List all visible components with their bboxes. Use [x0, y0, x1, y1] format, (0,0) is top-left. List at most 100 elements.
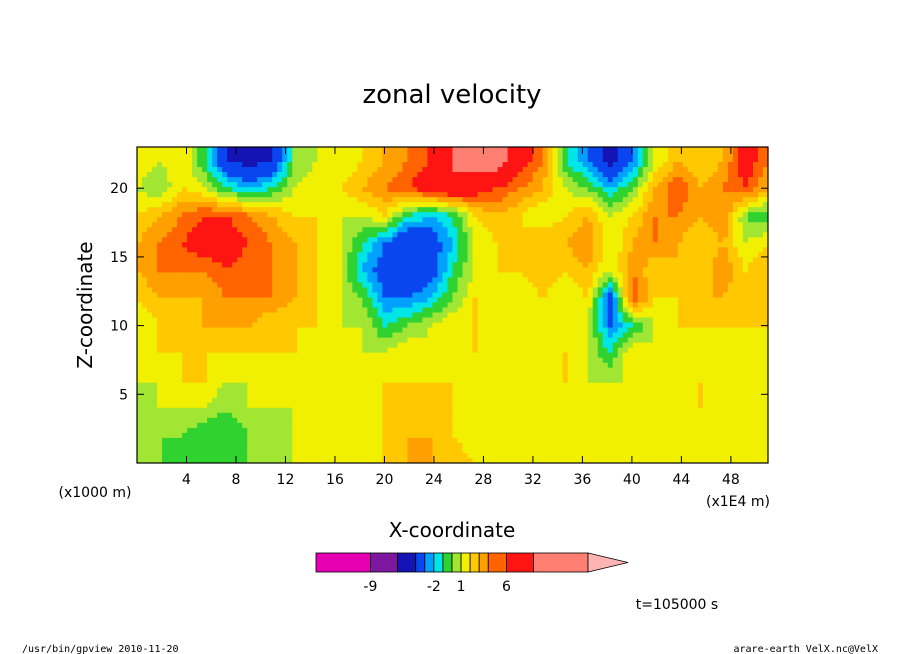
field-cell: [152, 172, 158, 178]
field-cell: [487, 192, 494, 198]
field-cell: [137, 267, 143, 273]
field-cell: [562, 282, 569, 289]
field-cell: [212, 157, 218, 163]
field-cell: [527, 327, 534, 334]
field-cell: [657, 182, 664, 188]
field-cell: [712, 177, 719, 183]
field-cell: [557, 332, 564, 339]
field-cell: [387, 317, 394, 324]
field-cell: [462, 187, 469, 193]
field-cell: [242, 192, 248, 198]
field-cell: [492, 337, 499, 344]
field-cell: [562, 152, 569, 158]
field-cell: [252, 157, 258, 163]
field-cell: [752, 297, 759, 304]
field-cell: [472, 317, 479, 324]
field-cell: [577, 152, 584, 158]
field-cell: [572, 207, 579, 213]
field-cell: [202, 282, 208, 289]
field-cell: [647, 237, 654, 243]
field-cell: [562, 212, 569, 218]
field-cell: [677, 267, 684, 273]
field-cell: [392, 202, 399, 208]
field-cell: [222, 197, 228, 203]
field-cell: [157, 167, 163, 173]
field-cell: [757, 207, 764, 213]
field-cell: [242, 272, 248, 279]
field-cell: [302, 202, 308, 208]
field-cell: [312, 207, 318, 213]
field-cell: [262, 152, 268, 158]
field-cell: [667, 252, 674, 258]
field-cell: [542, 257, 549, 263]
field-cell: [242, 162, 248, 168]
field-cell: [297, 152, 303, 158]
field-cell: [257, 267, 263, 273]
field-cell: [587, 327, 594, 334]
field-cell: [327, 187, 333, 193]
field-cell: [527, 227, 534, 233]
field-cell: [522, 157, 529, 163]
field-cell: [202, 257, 208, 263]
field-cell: [552, 147, 559, 153]
field-cell: [627, 232, 634, 238]
field-cell: [212, 182, 218, 188]
field-cell: [507, 322, 514, 329]
field-cell: [227, 157, 233, 163]
field-cell: [342, 292, 348, 299]
field-cell: [437, 342, 444, 349]
field-cell: [677, 287, 684, 294]
field-cell: [212, 332, 218, 339]
field-cell: [352, 207, 358, 213]
field-cell: [317, 342, 323, 349]
field-cell: [462, 217, 469, 223]
field-cell: [192, 197, 198, 203]
field-cell: [142, 182, 148, 188]
field-cell: [537, 232, 544, 238]
field-cell: [577, 272, 584, 279]
field-cell: [187, 182, 193, 188]
field-cell: [507, 192, 514, 198]
field-cell: [627, 167, 634, 173]
field-cell: [382, 342, 388, 349]
field-cell: [392, 337, 399, 344]
field-cell: [137, 207, 143, 213]
field-cell: [317, 157, 323, 163]
field-cell: [217, 207, 223, 213]
field-cell: [682, 297, 689, 304]
field-cell: [567, 322, 574, 329]
field-cell: [472, 342, 479, 349]
field-cell: [297, 217, 303, 223]
field-cell: [322, 227, 328, 233]
field-cell: [452, 267, 459, 273]
field-cell: [437, 307, 444, 314]
field-cell: [427, 237, 434, 243]
field-cell: [197, 277, 203, 284]
field-cell: [282, 182, 288, 188]
field-cell: [167, 317, 173, 324]
field-cell: [147, 282, 153, 289]
field-cell: [622, 187, 629, 193]
field-cell: [397, 252, 404, 258]
field-cell: [677, 212, 684, 218]
field-cell: [577, 232, 584, 238]
field-cell: [332, 282, 338, 289]
field-cell: [737, 307, 744, 314]
field-cell: [507, 202, 514, 208]
field-cell: [482, 292, 489, 299]
field-cell: [237, 227, 243, 233]
field-cell: [237, 317, 243, 324]
field-cell: [642, 162, 649, 168]
field-cell: [467, 192, 474, 198]
field-cell: [752, 307, 759, 314]
field-cell: [277, 317, 283, 324]
field-cell: [702, 272, 709, 279]
field-cell: [597, 282, 604, 289]
field-cell: [682, 147, 689, 153]
field-cell: [422, 162, 429, 168]
field-cell: [622, 192, 629, 198]
field-cell: [272, 227, 278, 233]
field-cell: [487, 272, 494, 279]
field-cell: [657, 237, 664, 243]
field-cell: [197, 192, 203, 198]
